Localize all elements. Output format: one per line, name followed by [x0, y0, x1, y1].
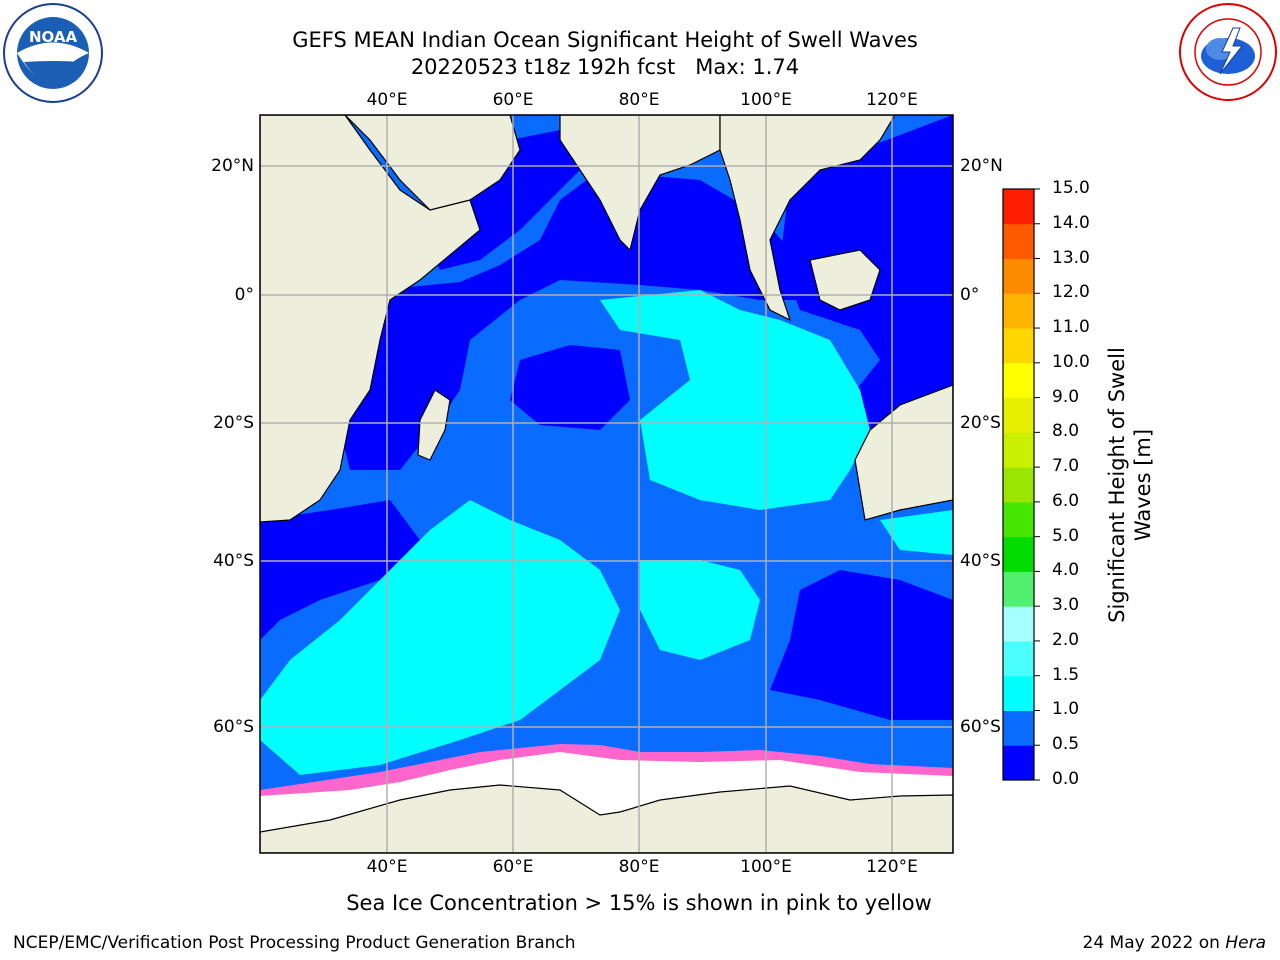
colorbar-tick-label: 13.0 — [1052, 247, 1090, 268]
colorbar-tick-label: 1.0 — [1052, 699, 1080, 720]
caption-text: Sea Ice Concentration > 15% is shown in … — [346, 891, 932, 915]
colorbar-segment — [1003, 571, 1034, 607]
cyan-swell-australia — [880, 510, 953, 555]
lat-label-left-60s: 60°S — [213, 717, 254, 737]
lat-label-right-20n: 20°N — [960, 156, 1003, 176]
colorbar-frame — [1002, 188, 1035, 781]
deep-swell-north — [340, 170, 800, 470]
lat-label-left-0: 0° — [234, 285, 254, 305]
colorbar-tick-label: 4.0 — [1052, 560, 1080, 581]
lon-label-bottom-80e: 80°E — [618, 857, 660, 877]
land-africa — [260, 115, 481, 523]
lon-label-bottom-40e: 40°E — [366, 857, 408, 877]
colorbar-tick-label: 10.0 — [1052, 351, 1090, 372]
colorbar-tick-label: 11.0 — [1052, 317, 1090, 338]
colorbar-segment — [1003, 328, 1034, 364]
lon-label-top-60e: 60°E — [492, 90, 534, 110]
lat-label-right-20s: 20°S — [960, 413, 1001, 433]
lat-label-right-0: 0° — [960, 285, 980, 305]
colorbar-segment — [1003, 223, 1034, 260]
colorbar-tick-label: 5.0 — [1052, 525, 1080, 546]
colorbar-segment — [1003, 640, 1034, 677]
footer-date: 24 May 2022 on Hera — [1083, 933, 1267, 953]
colorbar-tick-label: 2.0 — [1052, 629, 1080, 650]
lon-label-top-120e: 120°E — [866, 90, 918, 110]
colorbar-tick-label: 14.0 — [1052, 212, 1090, 233]
colorbar-segment — [1003, 189, 1034, 225]
footer-date-text: 24 May 2022 on — [1082, 933, 1226, 953]
land-australia — [854, 384, 953, 521]
deep-swell-central — [510, 345, 630, 430]
colorbar-segment — [1003, 397, 1034, 433]
colorbar — [1003, 188, 1040, 781]
cyan-swell-southcentral — [640, 560, 760, 660]
footer-branch: NCEP/EMC/Verification Post Processing Pr… — [13, 933, 576, 953]
colorbar-tick-label: 7.0 — [1052, 456, 1080, 477]
caption-sea-ice: Sea Ice Concentration > 15% is shown in … — [0, 891, 1280, 915]
lat-label-left-20s: 20°S — [213, 413, 254, 433]
lat-label-right-40s: 40°S — [960, 551, 1001, 571]
land-madagascar — [417, 389, 451, 461]
colorbar-tick-label: 1.5 — [1052, 664, 1080, 685]
colorbar-segment — [1003, 293, 1034, 329]
gridlines — [260, 115, 953, 853]
lat-label-right-60s: 60°S — [960, 717, 1001, 737]
colorbar-segment — [1003, 362, 1034, 399]
land-antarctica — [260, 784, 953, 853]
deep-swell-southwest — [260, 500, 420, 640]
lon-label-bottom-100e: 100°E — [740, 857, 792, 877]
noaa-logo-text: NOAA — [29, 28, 78, 46]
colorbar-tick-label: 0.0 — [1052, 769, 1080, 789]
lon-label-bottom-60e: 60°E — [492, 857, 534, 877]
plot-subtitle: 20220523 t18z 192h fcst Max: 1.74 — [410, 55, 800, 79]
colorbar-tick-label: 8.0 — [1052, 421, 1080, 442]
colorbar-tick-label: 3.0 — [1052, 595, 1080, 616]
colorbar-segment — [1003, 606, 1034, 642]
lon-label-top-80e: 80°E — [618, 90, 660, 110]
nws-logo — [1178, 2, 1278, 102]
colorbar-segment — [1003, 501, 1034, 538]
map-area — [260, 115, 953, 853]
colorbar-segment — [1003, 710, 1034, 746]
map-frame — [259, 114, 954, 854]
lon-label-bottom-120e: 120°E — [866, 857, 918, 877]
lon-label-top-40e: 40°E — [366, 90, 408, 110]
colorbar-segment — [1003, 536, 1034, 572]
colorbar-label: Significant Height of Swell Waves [m] — [1105, 347, 1155, 623]
colorbar-tick-label: 15.0 — [1052, 178, 1090, 198]
colorbar-tick-label: 9.0 — [1052, 386, 1080, 407]
cyan-swell-equatorial — [600, 290, 870, 510]
colorbar-segment — [1003, 467, 1034, 503]
lon-label-top-100e: 100°E — [740, 90, 792, 110]
colorbar-segment — [1003, 745, 1034, 781]
lat-label-left-20n: 20°N — [211, 156, 254, 176]
cyan-swell-south — [260, 500, 620, 775]
footer-machine: Hera — [1225, 933, 1266, 953]
colorbar-tick-label: 12.0 — [1052, 282, 1090, 303]
colorbar-tick-label: 6.0 — [1052, 490, 1080, 511]
deep-swell-southeast — [770, 570, 953, 720]
colorbar-tick-label: 0.5 — [1052, 734, 1080, 755]
colorbar-segment — [1003, 258, 1034, 294]
noaa-logo: NOAA — [2, 2, 104, 104]
colorbar-segment — [1003, 432, 1034, 468]
colorbar-segment — [1003, 675, 1034, 711]
lat-label-left-40s: 40°S — [213, 551, 254, 571]
plot-title: GEFS MEAN Indian Ocean Significant Heigh… — [292, 28, 918, 52]
